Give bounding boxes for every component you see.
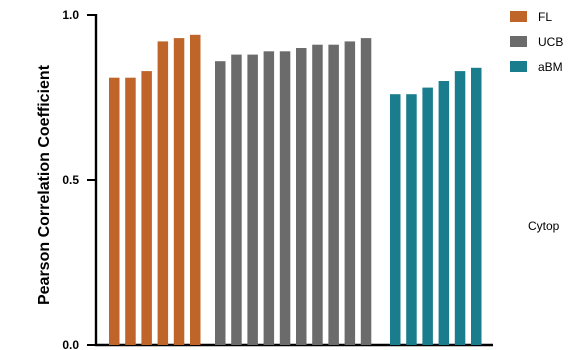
bar-ucb xyxy=(312,44,323,345)
bar-abm xyxy=(406,94,417,345)
bar-abm xyxy=(454,71,466,345)
legend: FL UCB aBM xyxy=(510,10,563,74)
bar-ucb xyxy=(296,48,307,345)
bar-ucb xyxy=(360,38,372,345)
bar-fl xyxy=(109,77,120,345)
y-axis-label: Pearson Correlation Coefficient xyxy=(36,64,53,305)
legend-label-abm: aBM xyxy=(538,60,563,74)
legend-swatch-abm xyxy=(510,61,527,72)
y-tick-label: 0.5 xyxy=(62,173,79,187)
bar-fl xyxy=(141,71,152,345)
bar-fl xyxy=(157,41,169,346)
bar-ucb xyxy=(247,54,258,345)
bar-abm xyxy=(438,81,450,345)
legend-label-fl: FL xyxy=(538,10,552,24)
bar-ucb xyxy=(231,54,242,345)
y-tick-label: 1.0 xyxy=(62,8,79,22)
y-tick-label: 0.0 xyxy=(62,338,79,350)
bar-ucb xyxy=(279,51,291,346)
bar-abm xyxy=(422,87,433,345)
legend-label-ucb: UCB xyxy=(538,35,563,49)
legend-swatch-fl xyxy=(510,11,527,22)
bar-ucb xyxy=(328,44,339,345)
bar-ucb xyxy=(215,61,226,345)
bar-ucb xyxy=(263,51,275,346)
bar-ucb xyxy=(344,41,356,346)
bar-abm xyxy=(471,67,482,346)
bar-fl xyxy=(173,38,185,345)
legend-swatch-ucb xyxy=(510,36,527,47)
side-note-text: Cytop xyxy=(528,219,560,233)
bars xyxy=(109,34,482,346)
bar-abm xyxy=(390,94,401,345)
axes xyxy=(94,14,493,347)
bar-fl xyxy=(190,34,201,346)
bar-fl xyxy=(125,77,136,345)
y-ticks: 0.0 0.5 1.0 xyxy=(62,8,96,350)
